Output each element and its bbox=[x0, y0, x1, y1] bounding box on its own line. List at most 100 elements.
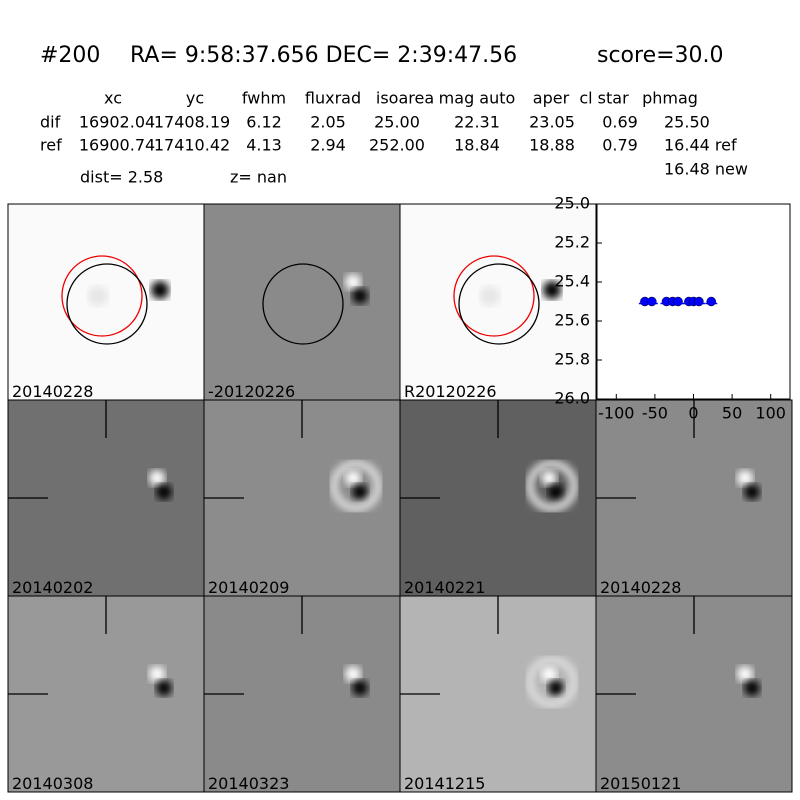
stamp-label: 20140221 bbox=[404, 578, 485, 597]
table-cell: 16900.74 bbox=[79, 136, 155, 155]
candidate-id: #200 bbox=[40, 43, 100, 68]
faint-blob bbox=[480, 286, 500, 306]
point bbox=[694, 296, 704, 307]
halo bbox=[526, 656, 578, 708]
table-cell: 2.94 bbox=[310, 136, 346, 155]
stamp-label: 20140202 bbox=[12, 578, 93, 597]
source-pos bbox=[345, 274, 361, 290]
y-tick-label: 25.6 bbox=[554, 311, 590, 330]
source-neg bbox=[744, 680, 760, 696]
table-cell: 2.05 bbox=[310, 113, 346, 132]
stamp: 20141215 bbox=[399, 595, 597, 793]
table-cell: 16902.04 bbox=[79, 113, 155, 132]
stamp: 20140323 bbox=[203, 595, 401, 793]
source bbox=[543, 281, 561, 299]
y-tick-label: 25.0 bbox=[554, 194, 590, 213]
table-cell: 17410.42 bbox=[154, 136, 230, 155]
x-tick-label: 0 bbox=[688, 404, 698, 423]
source-neg bbox=[548, 484, 564, 500]
table-cell: 4.13 bbox=[246, 136, 282, 155]
score: score=30.0 bbox=[597, 43, 724, 68]
table-cell: 0.69 bbox=[602, 113, 638, 132]
stamp-label: 20140323 bbox=[208, 774, 289, 793]
x-tick-label: -50 bbox=[642, 404, 668, 423]
stamp-bg bbox=[204, 204, 400, 400]
table-cell: 25.00 bbox=[374, 113, 420, 132]
table-cell: 25.50 bbox=[664, 113, 710, 132]
stamp-label: 20140209 bbox=[208, 578, 289, 597]
source-neg bbox=[156, 680, 172, 696]
column-header: xc bbox=[104, 89, 122, 108]
source-pos bbox=[345, 470, 361, 486]
faint-blob bbox=[88, 286, 108, 306]
stamp-label: 20140228 bbox=[600, 578, 681, 597]
table-cell: dif bbox=[40, 113, 61, 132]
source-neg bbox=[744, 484, 760, 500]
z: z= nan bbox=[230, 168, 287, 187]
column-header: isoarea bbox=[376, 89, 434, 108]
table-cell: 18.88 bbox=[529, 136, 575, 155]
table-cell: 17408.19 bbox=[154, 113, 230, 132]
stamp-label: 20141215 bbox=[404, 774, 485, 793]
column-header: fwhm bbox=[242, 89, 286, 108]
stamp-frame bbox=[595, 595, 793, 793]
stamp-label: 20150121 bbox=[600, 774, 681, 793]
stamp-label: -20120226 bbox=[208, 382, 295, 401]
source-neg bbox=[352, 680, 368, 696]
table-cell: ref bbox=[40, 136, 62, 155]
stamp: 20140228 bbox=[595, 399, 793, 597]
coordinates: RA= 9:58:37.656 DEC= 2:39:47.56 bbox=[130, 43, 517, 68]
column-header: yc bbox=[186, 89, 204, 108]
y-tick-label: 25.8 bbox=[554, 350, 590, 369]
source-pos bbox=[149, 470, 165, 486]
source-pos bbox=[737, 666, 753, 682]
source-neg bbox=[156, 484, 172, 500]
halo bbox=[330, 460, 382, 512]
new-circle bbox=[458, 263, 540, 345]
stamp-label: 20140228 bbox=[12, 382, 93, 401]
source-pos bbox=[149, 666, 165, 682]
source-pos bbox=[541, 666, 557, 682]
column-header: fluxrad bbox=[305, 89, 361, 108]
y-tick-label: 25.4 bbox=[554, 272, 590, 291]
y-tick-label: 25.2 bbox=[554, 233, 590, 252]
stamp: 20140228 bbox=[7, 203, 205, 401]
table-cell: 16.44 ref bbox=[664, 136, 737, 155]
column-header: phmag bbox=[642, 89, 698, 108]
x-tick-label: -100 bbox=[598, 404, 634, 423]
source bbox=[151, 281, 169, 299]
stamp: -20120226 bbox=[203, 203, 401, 401]
column-header: cl star bbox=[579, 89, 629, 108]
point bbox=[706, 296, 717, 307]
source-neg bbox=[352, 484, 368, 500]
column-header: aper bbox=[533, 89, 570, 108]
source-neg bbox=[548, 680, 564, 696]
table-cell: 18.84 bbox=[454, 136, 500, 155]
source-pos bbox=[345, 666, 361, 682]
source-neg bbox=[352, 288, 368, 304]
column-header: mag auto bbox=[439, 89, 516, 108]
stamp-label: R20120226 bbox=[404, 382, 497, 401]
stamp-label: 20140308 bbox=[12, 774, 93, 793]
x-tick-label: 100 bbox=[755, 404, 786, 423]
dist: dist= 2.58 bbox=[80, 168, 163, 187]
table-cell: 0.79 bbox=[602, 136, 638, 155]
point bbox=[647, 296, 657, 307]
new-circle bbox=[262, 263, 344, 345]
table-cell: 23.05 bbox=[529, 113, 575, 132]
stamp: 20140202 bbox=[7, 399, 205, 597]
stamp: 20150121 bbox=[595, 595, 793, 793]
stamp: 20140221 bbox=[399, 399, 597, 597]
ref-circle bbox=[61, 255, 143, 337]
table-cell: 22.31 bbox=[454, 113, 500, 132]
phmag-new: 16.48 new bbox=[664, 160, 748, 179]
source-pos bbox=[737, 470, 753, 486]
x-tick-label: 50 bbox=[722, 404, 742, 423]
table-cell: 252.00 bbox=[369, 136, 425, 155]
point bbox=[673, 296, 683, 307]
stamp: 20140308 bbox=[7, 595, 205, 793]
ref-circle bbox=[453, 255, 535, 337]
y-tick-label: 26.0 bbox=[554, 389, 590, 408]
table-cell: 6.12 bbox=[246, 113, 282, 132]
